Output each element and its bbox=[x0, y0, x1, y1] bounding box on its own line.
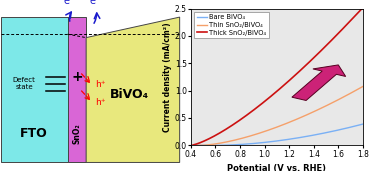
Bare BiVO₄ bbox=[189, 144, 193, 146]
Thin SnO₂/BiVO₄ bbox=[189, 144, 193, 146]
Line: Bare BiVO₄: Bare BiVO₄ bbox=[191, 124, 363, 145]
Thin SnO₂/BiVO₄ bbox=[297, 117, 301, 119]
Text: e⁻: e⁻ bbox=[90, 0, 101, 6]
Polygon shape bbox=[86, 17, 180, 162]
Text: h⁺: h⁺ bbox=[95, 80, 106, 89]
Thin SnO₂/BiVO₄ bbox=[209, 143, 214, 146]
FancyArrow shape bbox=[292, 65, 345, 101]
Thick SnO₂/BiVO₄ bbox=[360, 8, 364, 10]
Bare BiVO₄ bbox=[209, 144, 214, 146]
Text: e⁻: e⁻ bbox=[64, 0, 75, 6]
Bare BiVO₄ bbox=[297, 137, 301, 139]
Thick SnO₂/BiVO₄ bbox=[313, 56, 317, 58]
Bare BiVO₄ bbox=[245, 143, 249, 145]
Text: h⁺: h⁺ bbox=[95, 98, 106, 107]
Bare BiVO₄ bbox=[314, 134, 318, 136]
Text: Defect
state: Defect state bbox=[12, 77, 36, 90]
Thick SnO₂/BiVO₄ bbox=[209, 136, 214, 139]
Thin SnO₂/BiVO₄ bbox=[361, 86, 365, 88]
Text: FTO: FTO bbox=[19, 127, 47, 140]
Thick SnO₂/BiVO₄ bbox=[297, 71, 301, 73]
Thick SnO₂/BiVO₄ bbox=[361, 8, 365, 10]
Text: +: + bbox=[71, 70, 83, 84]
Text: BiVO₄: BiVO₄ bbox=[110, 88, 149, 101]
Line: Thick SnO₂/BiVO₄: Thick SnO₂/BiVO₄ bbox=[191, 9, 363, 145]
Thin SnO₂/BiVO₄ bbox=[245, 136, 249, 138]
X-axis label: Potential (V vs. RHE): Potential (V vs. RHE) bbox=[228, 164, 326, 171]
Thin SnO₂/BiVO₄ bbox=[313, 110, 317, 112]
Thick SnO₂/BiVO₄ bbox=[314, 55, 318, 57]
Thick SnO₂/BiVO₄ bbox=[245, 114, 249, 116]
Thin SnO₂/BiVO₄ bbox=[257, 132, 261, 134]
Bar bbox=[68, 17, 86, 162]
Bare BiVO₄ bbox=[257, 142, 261, 144]
Bar bbox=[1, 17, 68, 162]
Thin SnO₂/BiVO₄ bbox=[314, 110, 318, 112]
Bare BiVO₄ bbox=[313, 134, 317, 136]
Thick SnO₂/BiVO₄ bbox=[189, 144, 193, 146]
Bare BiVO₄ bbox=[361, 123, 365, 125]
Thick SnO₂/BiVO₄ bbox=[257, 105, 261, 107]
Y-axis label: Current density (mA/cm²): Current density (mA/cm²) bbox=[163, 22, 172, 132]
Legend: Bare BiVO₄, Thin SnO₂/BiVO₄, Thick SnO₂/BiVO₄: Bare BiVO₄, Thin SnO₂/BiVO₄, Thick SnO₂/… bbox=[194, 12, 268, 38]
Line: Thin SnO₂/BiVO₄: Thin SnO₂/BiVO₄ bbox=[191, 87, 363, 145]
Text: SnO₂: SnO₂ bbox=[72, 123, 81, 144]
